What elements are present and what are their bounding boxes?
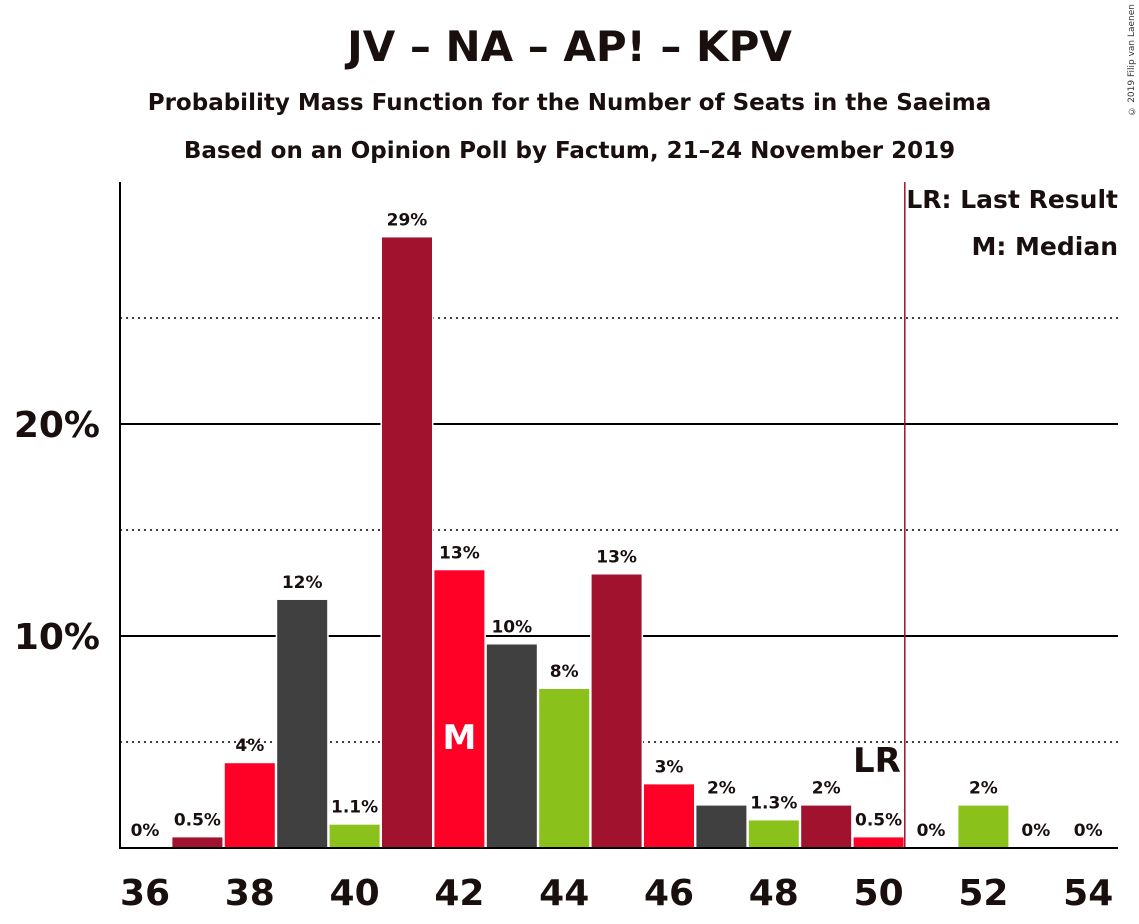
data-label-seats-38: 4%: [235, 736, 264, 756]
data-label-seats-52: 2%: [969, 779, 998, 799]
median-marker: M: [442, 718, 476, 758]
x-tick-label: 42: [434, 873, 484, 914]
data-label-seats-49: 2%: [812, 779, 841, 799]
bar-seats-40: [329, 824, 380, 848]
x-tick-label: 40: [330, 873, 380, 914]
data-label-seats-37: 0.5%: [174, 810, 221, 830]
data-label-seats-54: 0%: [1074, 821, 1103, 841]
data-label-seats-40: 1.1%: [331, 798, 378, 818]
bar-seats-52: [958, 805, 1009, 848]
data-label-seats-43: 10%: [491, 617, 532, 637]
bar-seats-37: [172, 837, 223, 848]
bar-seats-41: [382, 237, 432, 848]
bar-seats-50: [853, 837, 904, 848]
bar-seats-43: [486, 644, 537, 848]
bar-seats-44: [539, 689, 590, 848]
data-label-seats-39: 12%: [282, 573, 323, 593]
data-label-seats-50: 0.5%: [855, 810, 902, 830]
data-label-seats-51: 0%: [917, 821, 946, 841]
data-label-seats-44: 8%: [550, 662, 579, 682]
data-label-seats-47: 2%: [707, 779, 736, 799]
legend-median: M: Median: [971, 232, 1118, 261]
data-label-seats-42: 13%: [439, 543, 480, 563]
data-label-seats-48: 1.3%: [750, 793, 797, 813]
data-label-seats-45: 13%: [596, 548, 637, 568]
bar-seats-38: [224, 763, 275, 848]
data-label-seats-36: 0%: [131, 821, 160, 841]
bar-seats-39: [277, 599, 328, 848]
x-tick-label: 36: [120, 873, 170, 914]
chart-title: JV – NA – AP! – KPV: [347, 22, 792, 71]
data-label-seats-46: 3%: [655, 757, 684, 777]
bar-seats-45: [591, 574, 642, 848]
bar-seats-46: [644, 784, 694, 848]
chart-subtitle-source: Based on an Opinion Poll by Factum, 21–2…: [183, 138, 956, 164]
y-tick-label: 10%: [14, 617, 100, 658]
x-tick-label: 48: [749, 873, 799, 914]
data-label-seats-53: 0%: [1021, 821, 1050, 841]
legend-last-result: LR: Last Result: [906, 185, 1118, 214]
x-tick-label: 38: [225, 873, 275, 914]
y-tick-label: 20%: [14, 405, 100, 446]
x-tick-label: 50: [854, 873, 904, 914]
x-tick-label: 54: [1063, 873, 1113, 914]
chart-subtitle-method: Probability Mass Function for the Number…: [147, 90, 992, 116]
bar-seats-49: [801, 805, 852, 848]
bar-seats-42: [434, 570, 485, 848]
bar-seats-47: [696, 805, 747, 848]
x-tick-label: 52: [958, 873, 1008, 914]
last-result-label: LR: [853, 741, 901, 781]
bar-seats-48: [748, 820, 799, 848]
x-tick-label: 44: [539, 873, 589, 914]
x-tick-label: 46: [644, 873, 694, 914]
data-label-seats-41: 29%: [387, 210, 428, 230]
